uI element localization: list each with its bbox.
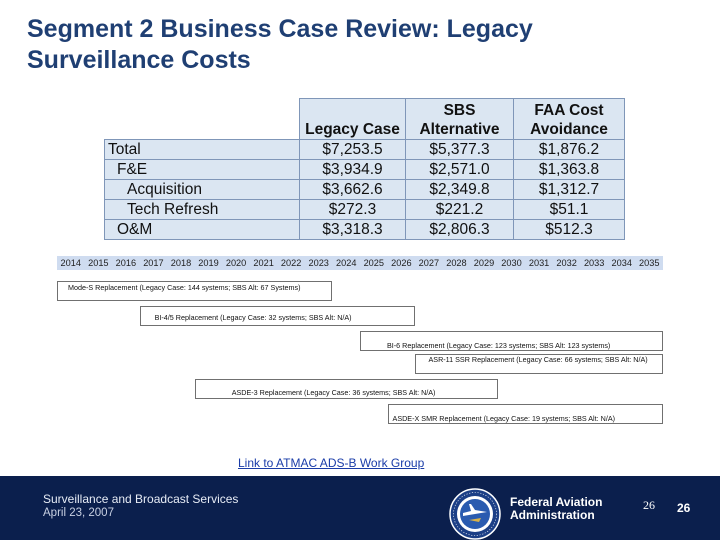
footer-date: April 23, 2007 — [43, 507, 114, 519]
table-cell: $3,934.9 — [299, 159, 406, 180]
timeline-bar-label: ASDE-3 Replacement (Legacy Case: 36 syst… — [231, 388, 436, 397]
cost-table-header-row: Legacy Case SBS Alternative FAA Cost Avo… — [104, 98, 625, 140]
slide-title-line-2: Surveillance Costs — [27, 46, 251, 74]
footer-bar: Surveillance and Broadcast Services Apri… — [0, 476, 720, 540]
atmac-work-group-link[interactable]: Link to ATMAC ADS-B Work Group — [238, 456, 425, 470]
table-row: Total $7,253.5 $5,377.3 $1,876.2 — [104, 139, 625, 160]
table-cell: $221.2 — [405, 199, 514, 220]
table-cell: $1,312.7 — [513, 179, 625, 200]
timeline-year-label: 2035 — [639, 258, 660, 268]
row-label-acquisition: Acquisition — [104, 179, 300, 200]
timeline-year-label: 2016 — [115, 258, 137, 268]
timeline-year-label: 2018 — [170, 258, 192, 268]
timeline-bar-asde-x: ASDE-X SMR Replacement (Legacy Case: 19 … — [387, 404, 663, 424]
table-cell: $3,318.3 — [299, 219, 406, 240]
timeline-year-label: 2028 — [446, 258, 467, 268]
timeline-track: Mode-S Replacement (Legacy Case: 144 sys… — [57, 281, 663, 301]
timeline-year-label: 2022 — [280, 258, 302, 268]
timeline-bar-bi-6: BI-6 Replacement (Legacy Case: 123 syste… — [360, 331, 663, 351]
timeline-year-label: 2029 — [473, 258, 495, 268]
footer-agency: Federal Aviation Administration — [510, 496, 602, 522]
header-legacy-case: Legacy Case — [299, 98, 406, 140]
timeline-year-label: 2030 — [501, 258, 522, 268]
table-cell: $7,253.5 — [299, 139, 406, 160]
timeline-bar-label: BI-4/5 Replacement (Legacy Case: 32 syst… — [154, 313, 352, 322]
table-row: Tech Refresh $272.3 $221.2 $51.1 — [104, 199, 625, 220]
cost-table: Legacy Case SBS Alternative FAA Cost Avo… — [104, 98, 625, 240]
header-sbs-alternative: SBS Alternative — [405, 98, 514, 140]
row-label-om: O&M — [104, 219, 300, 240]
table-row: O&M $3,318.3 $2,806.3 $512.3 — [104, 219, 625, 240]
timeline-track: ASDE-X SMR Replacement (Legacy Case: 19 … — [57, 404, 663, 424]
table-cell: $2,349.8 — [405, 179, 514, 200]
table-row: F&E $3,934.9 $2,571.0 $1,363.8 — [104, 159, 625, 180]
table-cell: $51.1 — [513, 199, 625, 220]
table-cell: $2,571.0 — [405, 159, 514, 180]
row-label-total: Total — [104, 139, 300, 160]
slide-title-line-1: Segment 2 Business Case Review: Legacy — [27, 15, 533, 43]
timeline-bar-label: ASR-11 SSR Replacement (Legacy Case: 66 … — [428, 355, 648, 364]
timeline-bar-asr-11: ASR-11 SSR Replacement (Legacy Case: 66 … — [415, 354, 663, 374]
table-cell: $5,377.3 — [405, 139, 514, 160]
timeline-bar-label: ASDE-X SMR Replacement (Legacy Case: 19 … — [392, 414, 616, 423]
timeline-year-label: 2021 — [253, 258, 274, 268]
cost-table-corner — [104, 98, 300, 140]
row-label-fe: F&E — [104, 159, 300, 180]
page-number-small: 26 — [643, 498, 655, 512]
timeline-track: ASDE-3 Replacement (Legacy Case: 36 syst… — [57, 379, 663, 399]
footer-agency-line-2: Administration — [510, 508, 595, 522]
timeline-year-label: 2017 — [143, 258, 164, 268]
timeline-year-label: 2023 — [308, 258, 329, 268]
timeline-bar-label: Mode-S Replacement (Legacy Case: 144 sys… — [68, 283, 301, 292]
timeline-bar-bi-45: BI-4/5 Replacement (Legacy Case: 32 syst… — [139, 306, 416, 326]
footer-agency-line-1: Federal Aviation — [510, 495, 603, 509]
timeline-track: BI-6 Replacement (Legacy Case: 123 syste… — [57, 331, 663, 351]
timeline-year-label: 2033 — [583, 258, 605, 268]
timeline-year-label: 2032 — [556, 258, 577, 268]
row-label-tech-refresh: Tech Refresh — [104, 199, 300, 220]
timeline-track: BI-4/5 Replacement (Legacy Case: 32 syst… — [57, 306, 663, 326]
page-number: 26 — [677, 501, 691, 515]
timeline-year-label: 2034 — [611, 258, 632, 268]
footer-unit: Surveillance and Broadcast Services — [43, 492, 239, 506]
table-cell: $1,876.2 — [513, 139, 625, 160]
table-cell: $2,806.3 — [405, 219, 514, 240]
table-cell: $272.3 — [299, 199, 406, 220]
table-cell: $512.3 — [513, 219, 625, 240]
timeline-year-label: 2026 — [391, 258, 412, 268]
table-cell: $3,662.6 — [299, 179, 406, 200]
timeline-year-label: 2025 — [363, 258, 385, 268]
timeline-track: ASR-11 SSR Replacement (Legacy Case: 66 … — [57, 354, 663, 374]
table-cell: $1,363.8 — [513, 159, 625, 180]
header-sbs-alternative-text: SBS Alternative — [419, 102, 500, 138]
timeline-bar-label: BI-6 Replacement (Legacy Case: 123 syste… — [387, 341, 611, 350]
timeline-year-label: 2019 — [198, 258, 219, 268]
timeline-year-label: 2015 — [88, 258, 109, 268]
faa-seal-icon — [449, 488, 501, 540]
timeline-year-label: 2014 — [60, 258, 81, 268]
timeline-year-label: 2031 — [528, 258, 550, 268]
timeline-year-label: 2024 — [336, 258, 357, 268]
header-faa-cost-avoidance-text: FAA Cost Avoidance — [530, 102, 608, 138]
header-faa-cost-avoidance: FAA Cost Avoidance — [513, 98, 625, 140]
timeline-bar-mode-s: Mode-S Replacement (Legacy Case: 144 sys… — [57, 281, 333, 301]
slide-title: Segment 2 Business Case Review: Legacy S… — [27, 14, 647, 76]
timeline-year-label: 2027 — [418, 258, 440, 268]
timeline-bar-asde-3: ASDE-3 Replacement (Legacy Case: 36 syst… — [194, 379, 498, 399]
timeline-year-strip: 2014 2015 2016 2017 2018 2019 2020 2021 2022 2023… — [57, 256, 663, 270]
table-row: Acquisition $3,662.6 $2,349.8 $1,312.7 — [104, 179, 625, 200]
timeline-year-label: 2020 — [225, 258, 247, 268]
